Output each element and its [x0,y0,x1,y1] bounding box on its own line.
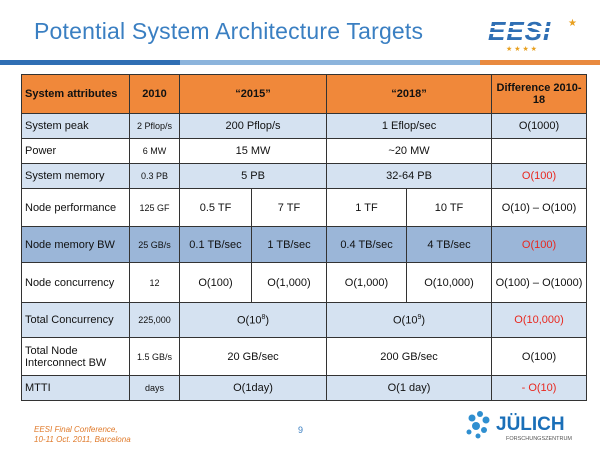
cell-2010: 12 [129,262,180,303]
cell-2018: ~20 MW [326,138,493,164]
cell-2010: 0.3 PB [129,163,180,189]
cell-2018b: 4 TB/sec [406,226,493,263]
cell-2015b: 7 TF [250,188,328,227]
row-label: Node performance [21,188,130,227]
row-label: Node concurrency [21,262,130,303]
cell-2015b: O(1,000) [250,262,328,303]
cell-2018-close: ) [421,314,426,327]
table-row: System memory 0.3 PB 5 PB 32-64 PB O(100… [21,163,588,189]
cell-2015: O(108) [178,302,328,338]
cell-2015a: 0.5 TF [179,188,252,227]
table-row: Power 6 MW 15 MW ~20 MW [21,138,588,164]
footer-line-1: EESI Final Conference, [34,425,118,434]
cell-2018b: 10 TF [406,188,493,227]
row-label: MTTI [21,375,130,401]
cell-2018: 1 Eflop/sec [326,113,493,139]
cell-2018-base: O(10 [393,314,418,327]
cell-2018a: 0.4 TB/sec [326,226,408,263]
cell-diff [491,138,588,164]
cell-2010: 2 Pflop/s [129,113,180,139]
row-label: Total Concurrency [21,302,130,338]
svg-text:★ ★ ★ ★: ★ ★ ★ ★ [506,45,537,53]
table-row: Node performance 125 GF 0.5 TF 7 TF 1 TF… [21,188,588,227]
cell-2010: 1.5 GB/s [129,337,180,376]
cell-2015b: 1 TB/sec [250,226,328,263]
cell-2018: 200 GB/sec [326,337,493,376]
cell-diff: O(100) – O(1000) [491,262,588,303]
architecture-table: System attributes 2010 “2015” “2018” Dif… [21,74,588,401]
cell-2018a: 1 TF [326,188,408,227]
page-number: 9 [298,425,304,435]
cell-2015: 5 PB [178,163,328,189]
cell-diff: - O(10) [491,375,588,401]
cell-2015-base: O(10 [236,314,262,327]
cell-2010: 25 GB/s [129,226,180,263]
cell-2018: 32-64 PB [326,163,493,189]
cell-diff: O(10,000) [491,302,588,338]
footer-line-2: 10-11 Oct. 2011, Barcelona [34,435,131,444]
cell-2018b: O(10,000) [406,262,493,303]
title-underline [0,60,600,65]
cell-2018-exponent: 9 [417,313,422,321]
cell-2015a: 0.1 TB/sec [179,226,252,263]
svg-text:★: ★ [568,18,577,29]
cell-2010: 125 GF [129,188,180,227]
cell-diff: O(100) [491,226,588,263]
table-row: Total Concurrency 225,000 O(108) O(109) … [21,302,588,338]
cell-2015: 200 Pflop/s [178,113,328,139]
julich-name: JÜLICH [496,414,565,435]
eesi-logo: EESI ★ ★ ★ ★ ★ [486,16,577,53]
table-row: Node concurrency 12 O(100) O(1,000) O(1,… [21,262,588,303]
cell-2015: O(1day) [178,375,328,401]
header-2018: “2018” [326,74,493,114]
footer-conference: EESI Final Conference, 10-11 Oct. 2011, … [34,425,131,445]
cell-2015a: O(100) [179,262,252,303]
row-label: Total Node Interconnect BW [21,337,130,376]
cell-2015: 20 GB/sec [178,337,328,376]
cell-2018: O(109) [326,302,493,338]
cell-diff: O(1000) [491,113,588,139]
table-row: Total Node Interconnect BW 1.5 GB/s 20 G… [21,337,588,376]
cell-2018: O(1 day) [326,375,493,401]
cell-diff: O(100) [491,163,588,189]
julich-logo: JÜLICH FORSCHUNGSZENTRUM [466,411,572,442]
header-2010: 2010 [129,74,180,114]
header-2015: “2015” [178,74,328,114]
row-label: Node memory BW [21,226,130,263]
cell-2015-close: ) [265,314,270,327]
cell-2010: 225,000 [129,302,180,338]
svg-text:EESI: EESI [488,16,551,46]
header-difference: Difference 2010-18 [491,74,588,114]
table-row: MTTI days O(1day) O(1 day) - O(10) [21,375,588,401]
cell-diff: O(100) [491,337,588,376]
row-label: System memory [21,163,130,189]
cell-2015: 15 MW [178,138,328,164]
table-row: System peak 2 Pflop/s 200 Pflop/s 1 Eflo… [21,113,588,139]
cell-diff: O(10) – O(100) [491,188,588,227]
table-row: Node memory BW 25 GB/s 0.1 TB/sec 1 TB/s… [21,226,588,263]
julich-sub: FORSCHUNGSZENTRUM [506,436,572,442]
row-label: Power [21,138,130,164]
cell-2010: 6 MW [129,138,180,164]
row-label: System peak [21,113,130,139]
cell-2010: days [129,375,180,401]
header-attributes: System attributes [21,74,130,114]
slide-title: Potential System Architecture Targets [34,18,424,44]
table-header-row: System attributes 2010 “2015” “2018” Dif… [21,74,588,114]
cell-2018a: O(1,000) [326,262,408,303]
cell-2015-exponent: 8 [261,313,266,321]
